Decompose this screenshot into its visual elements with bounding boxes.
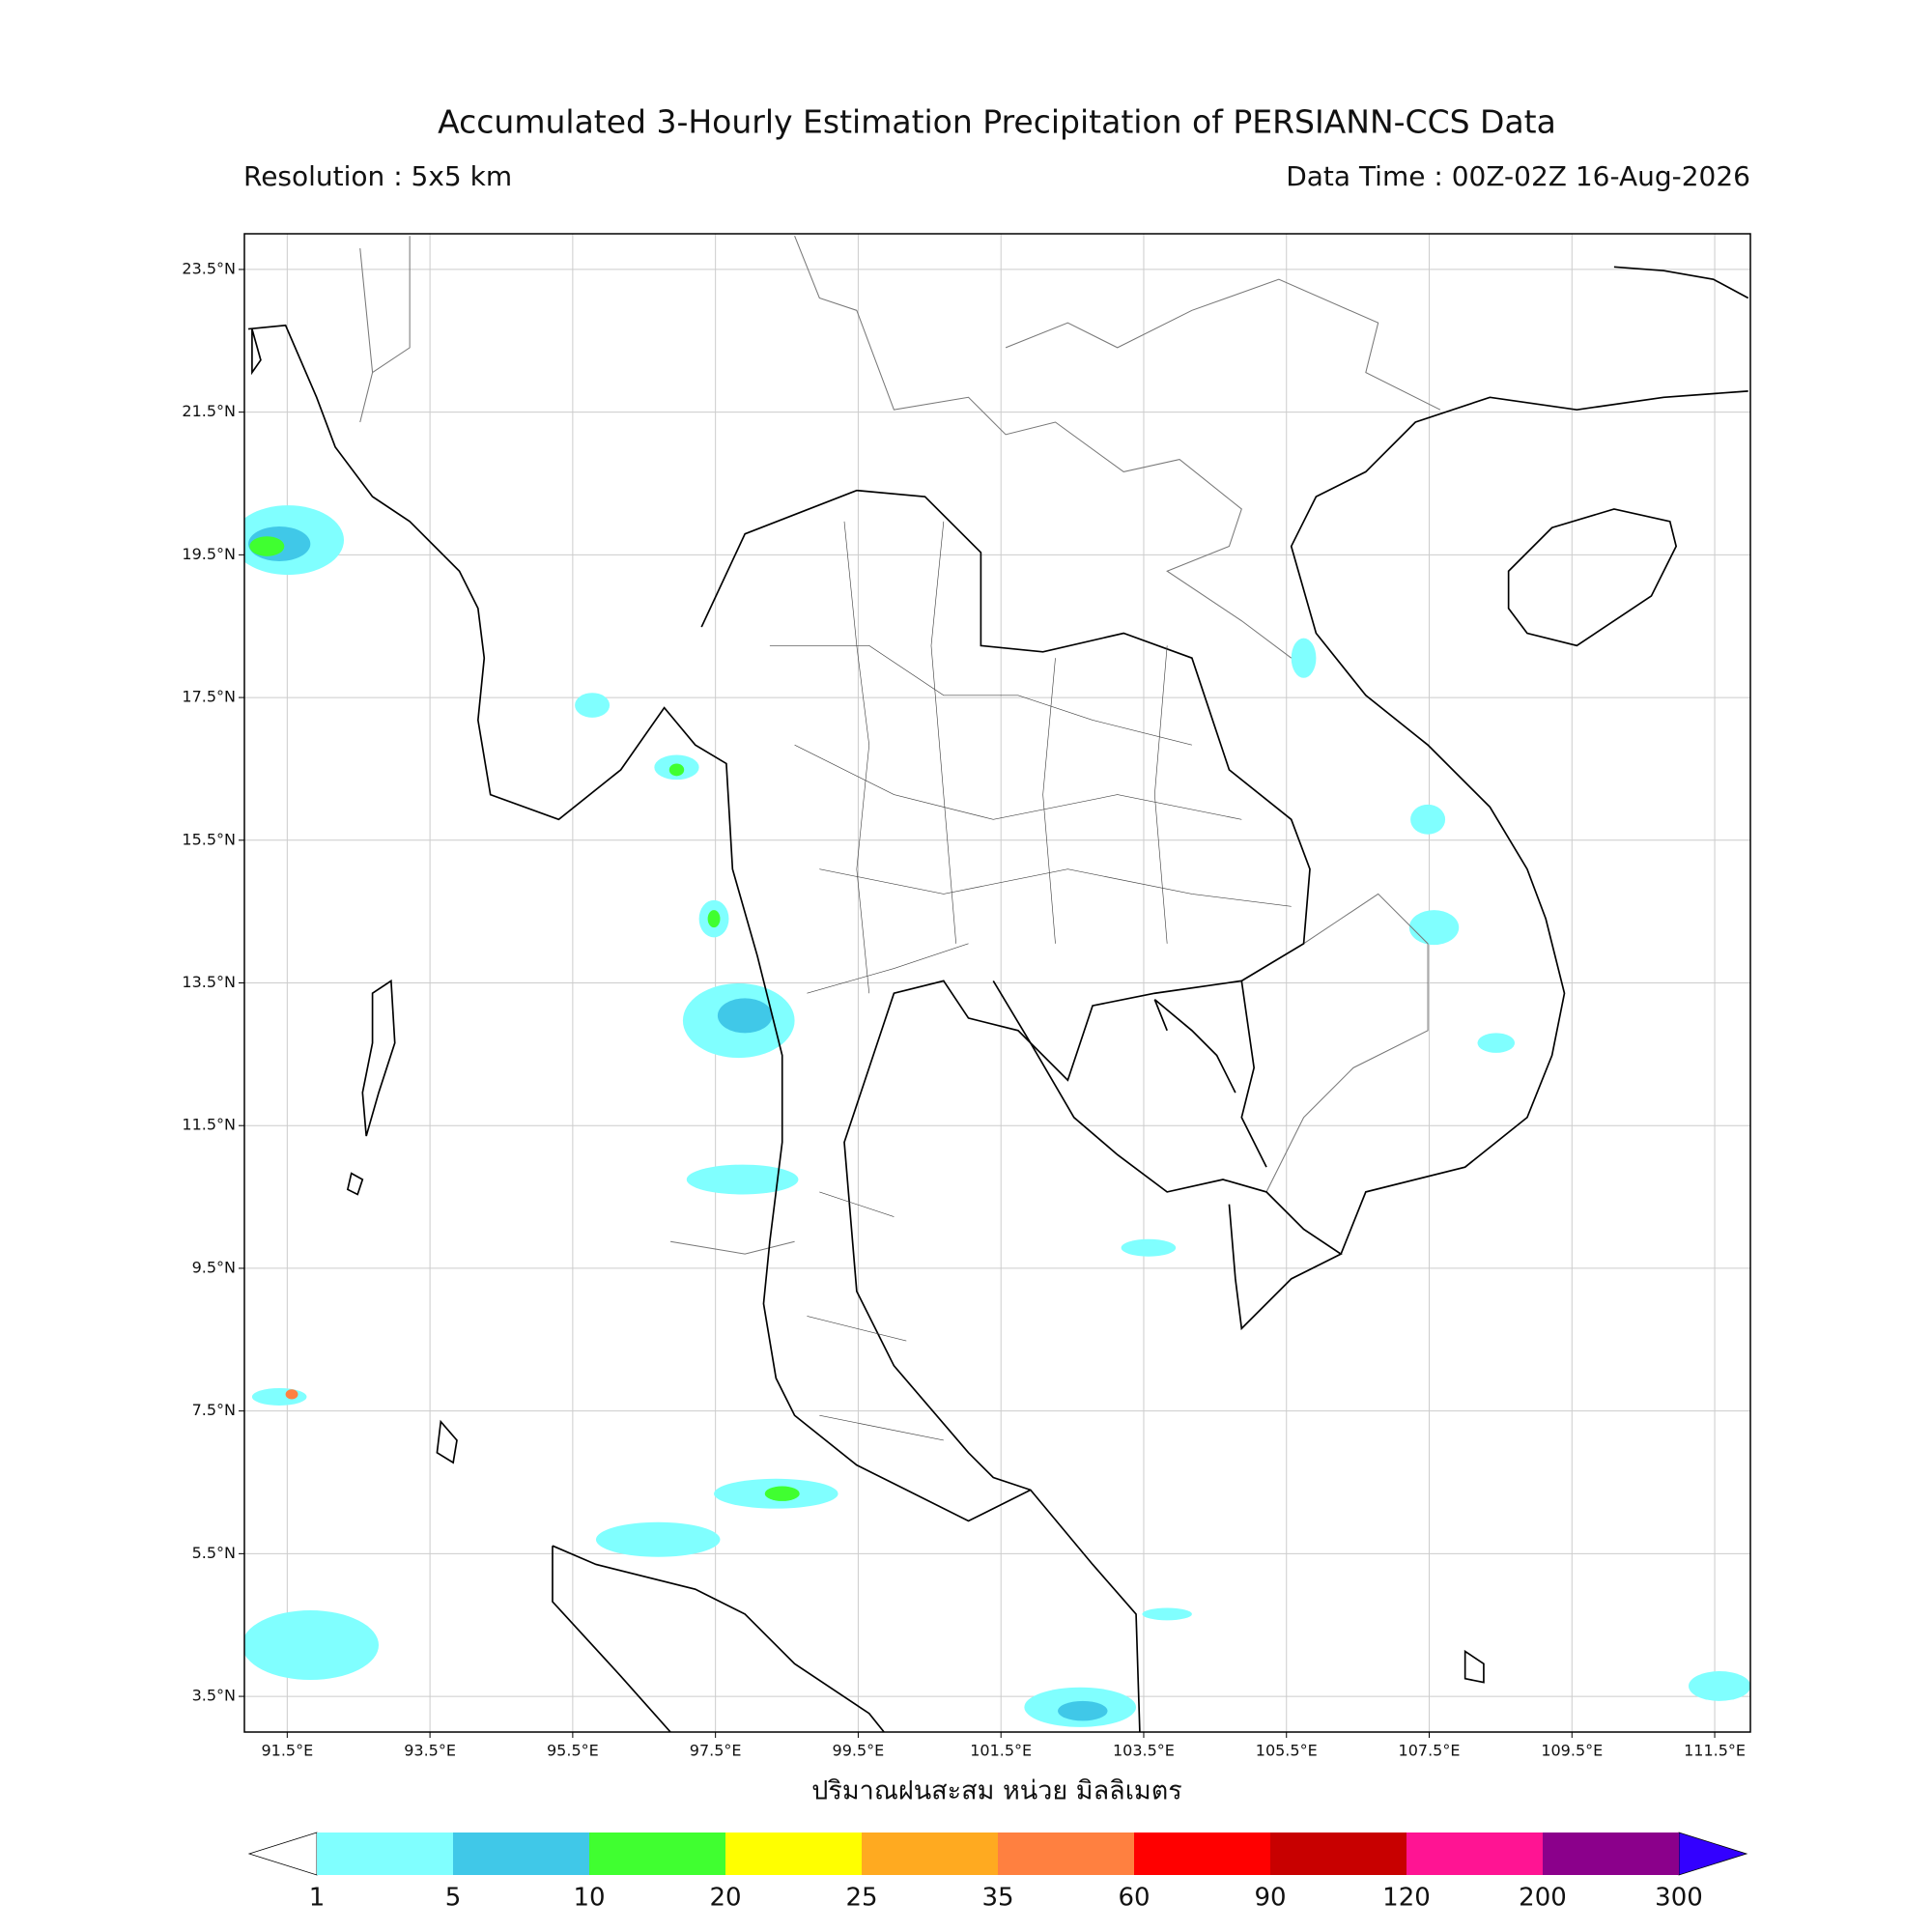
island: [1507, 508, 1678, 647]
colorbar-label: 300: [1655, 1884, 1703, 1913]
thailand-outline: [700, 489, 1311, 1492]
colorbar-label: 60: [1118, 1884, 1150, 1913]
colorbar-bin: [1543, 1833, 1679, 1875]
rain: [707, 910, 721, 928]
rain: [575, 693, 611, 718]
map-shapes: [244, 236, 1750, 1732]
rain: [686, 1164, 799, 1195]
border: [794, 236, 1293, 659]
y-tick-label: 23.5°N: [182, 259, 236, 277]
colorbar-bin: [589, 1833, 725, 1875]
y-tick-label: 3.5°N: [192, 1687, 236, 1705]
title: Accumulated 3-Hourly Estimation Precipit…: [438, 103, 1556, 141]
colorbar-label: 10: [573, 1884, 605, 1913]
y-tick-label: 13.5°N: [182, 973, 236, 991]
colorbar-over: [1678, 1832, 1748, 1876]
x-tick-label: 107.5°E: [1399, 1742, 1461, 1760]
coastline: [552, 1545, 885, 1732]
colorbar-bin: [1406, 1833, 1543, 1875]
colorbar-label: 20: [709, 1884, 741, 1913]
colorbar-bin: [998, 1833, 1134, 1875]
colorbar-bin: [1134, 1833, 1270, 1875]
subtitle-right: Data Time : 00Z-02Z 16-Aug-2026: [1286, 160, 1750, 192]
rain: [1142, 1607, 1192, 1621]
province-lines: [769, 521, 1292, 1441]
colorbar-label: 120: [1382, 1884, 1431, 1913]
rain: [595, 1521, 721, 1557]
lake: [1153, 999, 1236, 1094]
x-tick-label: 93.5°E: [404, 1742, 456, 1760]
coastline: [247, 324, 1141, 1732]
y-tick-label: 19.5°N: [182, 545, 236, 563]
y-tick-label: 11.5°N: [182, 1116, 236, 1134]
border: [1005, 278, 1441, 411]
colorbar-bin: [862, 1833, 998, 1875]
x-tick-label: 99.5°E: [833, 1742, 885, 1760]
coastline: [1613, 266, 1749, 299]
ticks: 91.5°E 93.5°E 95.5°E 97.5°E 99.5°E 101.5°E 103…: [182, 259, 1746, 1759]
map-layer: [244, 236, 1750, 1732]
mekong: [1240, 980, 1267, 1168]
rain: [1408, 910, 1460, 946]
rain: [251, 1387, 307, 1406]
border: [359, 236, 411, 423]
colorbar-bin: [1270, 1833, 1406, 1875]
subtitle-left: Resolution : 5x5 km: [243, 160, 512, 192]
x-axis-label: ปริมาณฝนสะสม หน่วย มิลลิเมตร: [811, 1776, 1182, 1806]
rain: [1477, 1033, 1516, 1053]
colorbar-bin: [725, 1833, 862, 1875]
x-tick-label: 109.5°E: [1541, 1742, 1603, 1760]
rain: [1410, 804, 1446, 835]
rain: [1689, 1671, 1750, 1701]
y-tick-label: 5.5°N: [192, 1544, 236, 1562]
rain-areas: [244, 505, 1750, 1727]
y-tick-label: 15.5°N: [182, 830, 236, 848]
x-tick-label: 105.5°E: [1256, 1742, 1318, 1760]
colorbar-label: 200: [1519, 1884, 1567, 1913]
rain: [249, 536, 285, 556]
colorbar-bin: [317, 1833, 453, 1875]
x-tick-label: 103.5°E: [1113, 1742, 1175, 1760]
x-tick-label: 97.5°E: [690, 1742, 742, 1760]
x-tick-label: 95.5°E: [547, 1742, 599, 1760]
rain: [668, 763, 685, 777]
island: [251, 328, 1485, 1684]
colorbar-label: 5: [445, 1884, 462, 1913]
y-tick-label: 7.5°N: [192, 1401, 236, 1419]
y-tick-label: 21.5°N: [182, 402, 236, 420]
colorbar-label: 35: [981, 1884, 1013, 1913]
rain: [1058, 1700, 1108, 1721]
colorbar-under: [247, 1832, 318, 1876]
grid: [244, 234, 1750, 1732]
colorbar-label: 90: [1254, 1884, 1286, 1913]
coastline: [992, 390, 1748, 1331]
rain: [285, 1389, 298, 1400]
colorbar: 1 5 10 20 25 35 60 90 120 200 300: [247, 1832, 1748, 1913]
x-tick-label: 101.5°E: [970, 1742, 1032, 1760]
colorbar-bin: [453, 1833, 589, 1875]
rain: [244, 1610, 379, 1681]
border: [1265, 893, 1429, 1193]
x-tick-label: 91.5°E: [261, 1742, 313, 1760]
border: [669, 1240, 795, 1255]
colorbar-label: 1: [309, 1884, 326, 1913]
y-tick-label: 9.5°N: [192, 1258, 236, 1276]
rain: [717, 998, 773, 1034]
y-tick-label: 17.5°N: [182, 688, 236, 706]
rain: [764, 1486, 800, 1501]
rain: [1291, 638, 1317, 678]
x-tick-label: 111.5°E: [1684, 1742, 1746, 1760]
colorbar-label: 25: [845, 1884, 877, 1913]
rain: [1121, 1238, 1177, 1257]
